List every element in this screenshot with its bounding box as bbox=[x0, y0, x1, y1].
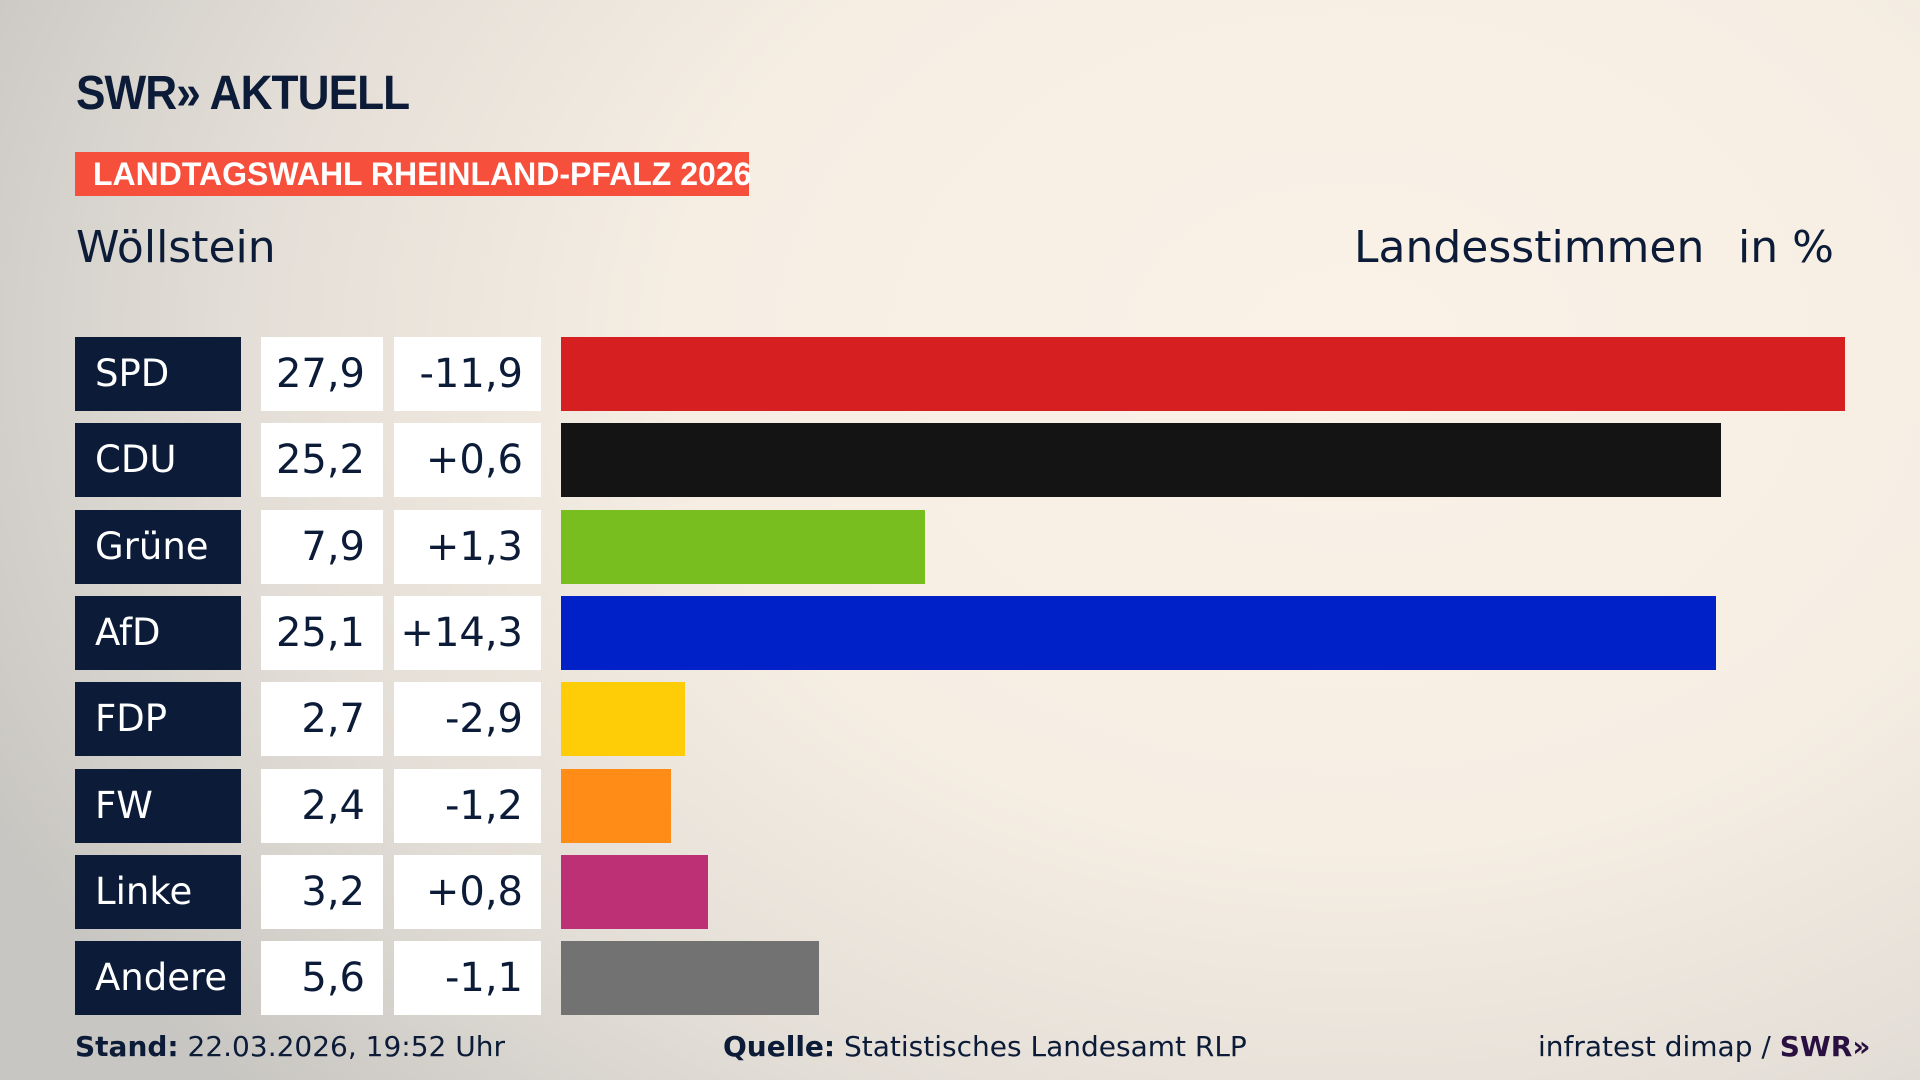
footer-source: Quelle: Statistisches Landesamt RLP bbox=[723, 1030, 1247, 1063]
result-row: AfD 25,1 +14,3 bbox=[0, 595, 1920, 670]
election-tag: LANDTAGSWAHL RHEINLAND-PFALZ 2026 bbox=[75, 152, 751, 196]
swr-small-logo: SWR» bbox=[1779, 1030, 1871, 1063]
diff-label: -1,1 bbox=[394, 941, 541, 1016]
party-label: CDU bbox=[75, 423, 241, 498]
party-label: Andere bbox=[75, 941, 241, 1016]
result-row: FW 2,4 -1,2 bbox=[0, 768, 1920, 843]
metric-label: Landesstimmen bbox=[1354, 222, 1705, 273]
diff-label: -1,2 bbox=[394, 768, 541, 843]
bar-fdp bbox=[561, 682, 686, 757]
credit-text: infratest dimap / bbox=[1538, 1030, 1771, 1063]
party-label: SPD bbox=[75, 337, 241, 411]
value-label: 3,2 bbox=[261, 854, 383, 929]
bar-linke bbox=[561, 854, 709, 929]
result-row: Grüne 7,9 +1,3 bbox=[0, 509, 1920, 584]
diff-label: -2,9 bbox=[394, 682, 541, 757]
value-label: 7,9 bbox=[261, 509, 383, 584]
value-label: 25,1 bbox=[261, 595, 383, 670]
value-label: 2,4 bbox=[261, 768, 383, 843]
bar-spd bbox=[561, 337, 1845, 411]
party-label: Grüne bbox=[75, 509, 241, 584]
value-label: 25,2 bbox=[261, 423, 383, 498]
result-row: FDP 2,7 -2,9 bbox=[0, 682, 1920, 757]
stand-value: 22.03.2026, 19:52 Uhr bbox=[187, 1030, 505, 1063]
diff-label: +14,3 bbox=[394, 595, 541, 670]
diff-label: +1,3 bbox=[394, 509, 541, 584]
bar-grüne bbox=[561, 509, 925, 584]
value-label: 27,9 bbox=[261, 337, 383, 411]
diff-label: -11,9 bbox=[394, 337, 541, 411]
party-label: FDP bbox=[75, 682, 241, 757]
result-row: SPD 27,9 -11,9 bbox=[0, 337, 1920, 411]
party-label: Linke bbox=[75, 854, 241, 929]
unit-label: in % bbox=[1738, 222, 1834, 273]
value-label: 2,7 bbox=[261, 682, 383, 757]
swr-aktuell-logo: SWR» AKTUELL bbox=[76, 67, 410, 120]
source-value: Statistisches Landesamt RLP bbox=[844, 1030, 1247, 1063]
result-row: Andere 5,6 -1,1 bbox=[0, 941, 1920, 1016]
party-label: AfD bbox=[75, 595, 241, 670]
diff-label: +0,8 bbox=[394, 854, 541, 929]
source-label: Quelle: bbox=[723, 1030, 836, 1063]
result-row: Linke 3,2 +0,8 bbox=[0, 854, 1920, 929]
bar-andere bbox=[561, 941, 819, 1016]
diff-label: +0,6 bbox=[394, 423, 541, 498]
value-label: 5,6 bbox=[261, 941, 383, 1016]
place-title: Wöllstein bbox=[76, 222, 276, 273]
bar-cdu bbox=[561, 423, 1721, 498]
bar-afd bbox=[561, 595, 1717, 670]
result-row: CDU 25,2 +0,6 bbox=[0, 423, 1920, 498]
party-label: FW bbox=[75, 768, 241, 843]
footer-stand: Stand: 22.03.2026, 19:52 Uhr bbox=[75, 1030, 505, 1063]
footer-credit: infratest dimap / SWR» bbox=[1538, 1030, 1870, 1063]
stand-label: Stand: bbox=[75, 1030, 179, 1063]
bar-fw bbox=[561, 768, 672, 843]
